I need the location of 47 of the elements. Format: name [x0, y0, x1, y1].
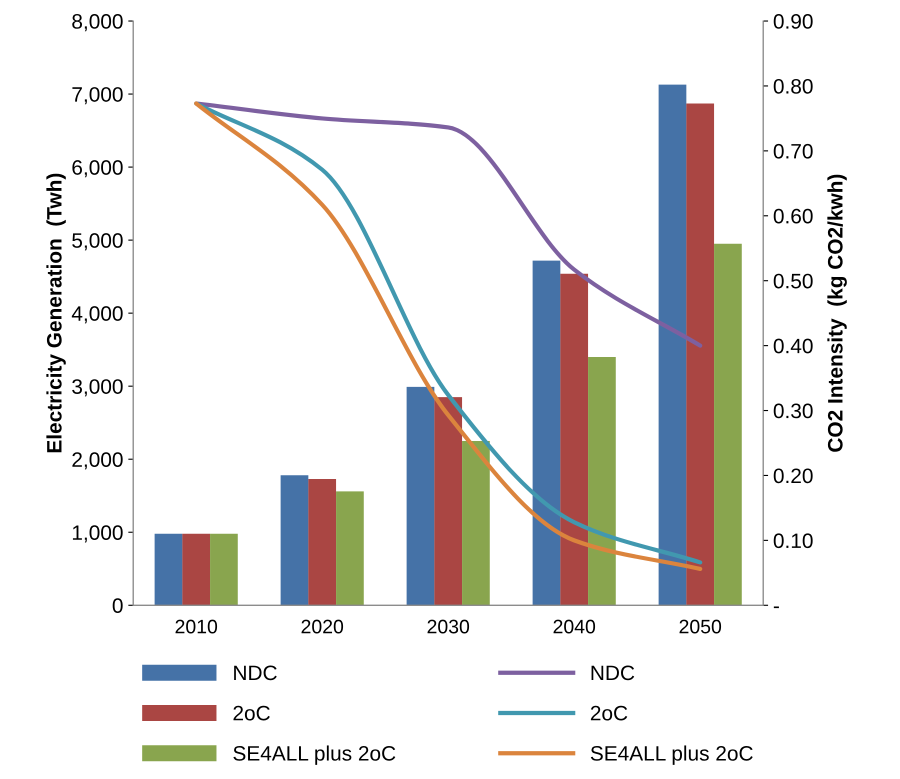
bar: [462, 440, 490, 606]
y-tick-label: 7,000: [72, 87, 123, 104]
legend-label: 2oC: [590, 706, 628, 720]
y2-tick-label: 0.80: [774, 78, 813, 94]
y2-tick-label: 0.60: [774, 208, 813, 224]
y2-tick-label: 0.20: [774, 468, 813, 484]
x-tick-label: 2030: [428, 620, 470, 634]
bar: [686, 104, 714, 606]
bar: [182, 534, 210, 606]
x-tick-label: 2040: [554, 620, 596, 634]
bar: [336, 491, 364, 606]
bar: [434, 397, 462, 606]
y-tick-label: 8,000: [72, 14, 123, 32]
y2-axis-title: CO2 Intensity (kg CO2/kwh): [827, 174, 847, 452]
x-tick-label: 2050: [680, 620, 722, 634]
bar: [406, 386, 434, 606]
y-tick-label: 0: [112, 598, 123, 614]
y2-tick-label: 0.90: [774, 14, 813, 29]
legend-label: NDC: [234, 665, 277, 680]
y-tick-label: 6,000: [72, 160, 123, 178]
legend-label: NDC: [592, 665, 634, 680]
bar: [280, 475, 308, 606]
y-tick-label: 4,000: [72, 306, 123, 324]
y-tick-label: 2,000: [72, 452, 123, 470]
y2-tick-label: -: [774, 606, 779, 608]
y2-tick-label: 0.40: [774, 338, 813, 354]
bar: [714, 244, 742, 606]
bar: [210, 534, 238, 606]
x-tick-label: 2010: [176, 620, 218, 634]
bar: [658, 84, 686, 606]
bar: [308, 478, 336, 606]
y2-tick-label: 0.30: [774, 404, 813, 418]
legend-label: 2oC: [233, 706, 270, 720]
y-axis-title: Electricity Generation (Twh): [46, 174, 66, 452]
y-tick-label: 3,000: [72, 379, 123, 396]
y2-tick-label: 0.70: [774, 144, 813, 159]
bar: [532, 260, 560, 606]
y-tick-label: 1,000: [72, 525, 123, 542]
y2-tick-label: 0.10: [774, 533, 813, 548]
legend-label: SE4ALL plus 2oC: [233, 745, 396, 765]
bar: [588, 356, 616, 606]
bar: [560, 274, 588, 606]
y2-tick-label: 0.50: [774, 274, 813, 288]
bar: [154, 534, 182, 606]
legend-label: SE4ALL plus 2oC: [590, 745, 753, 765]
x-tick-label: 2020: [302, 620, 344, 634]
y-tick-label: 5,000: [72, 233, 123, 250]
